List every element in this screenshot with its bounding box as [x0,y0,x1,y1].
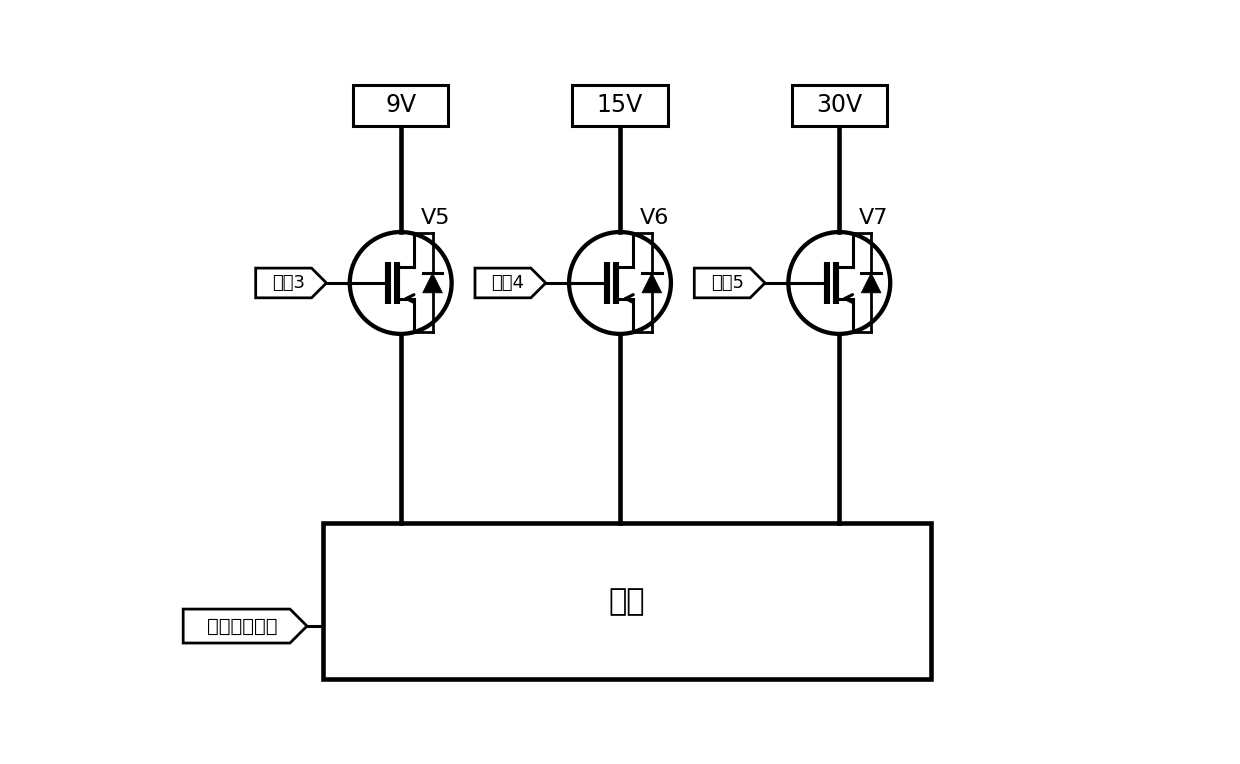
Polygon shape [255,268,326,298]
Text: 电路: 电路 [609,587,645,616]
Bar [322,523,931,679]
Text: V5: V5 [420,209,450,228]
Text: 信号3: 信号3 [273,274,305,292]
Text: 15V: 15V [596,93,644,118]
Text: V7: V7 [859,209,889,228]
Bar [572,85,668,126]
Text: 30V: 30V [816,93,862,118]
Polygon shape [862,273,882,293]
Text: 信号4: 信号4 [491,274,525,292]
Bar [791,85,887,126]
Polygon shape [642,273,662,293]
Polygon shape [423,273,443,293]
Text: V6: V6 [640,209,670,228]
Polygon shape [694,268,765,298]
Text: 检测电压信号: 检测电压信号 [207,617,278,636]
Polygon shape [475,268,546,298]
Text: 信号5: 信号5 [711,274,744,292]
Text: 9V: 9V [386,93,417,118]
Polygon shape [184,609,308,643]
Bar [353,85,449,126]
